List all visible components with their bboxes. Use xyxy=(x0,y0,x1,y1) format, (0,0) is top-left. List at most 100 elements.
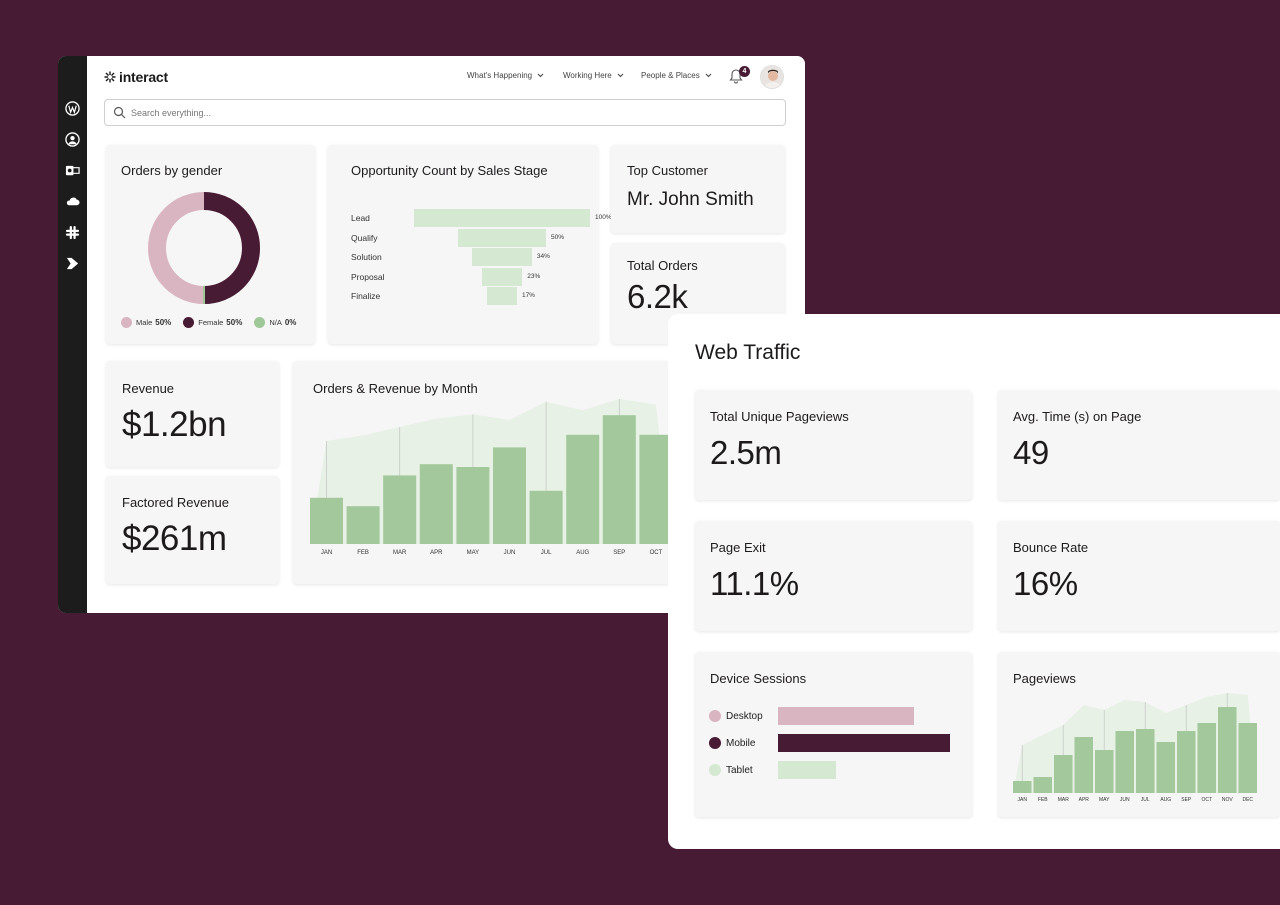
revenue-area xyxy=(1013,693,1257,793)
bounce-rate-card: Bounce Rate 16% xyxy=(998,521,1280,631)
sales-stage-card: Opportunity Count by Sales Stage Lead 100… xyxy=(328,145,612,344)
device-dot xyxy=(709,737,721,749)
card-title: Top Customer xyxy=(627,163,708,178)
funnel-value-label: 100% xyxy=(595,214,612,221)
device-bar xyxy=(778,734,950,752)
device-label: Tablet xyxy=(726,764,753,776)
axis-label: DEC xyxy=(1242,797,1253,803)
device-dot xyxy=(709,764,721,776)
chart-bar xyxy=(639,434,673,544)
axis-label: JUL xyxy=(1141,797,1150,803)
nav-label: Working Here xyxy=(563,71,612,80)
legend-label: Male xyxy=(136,318,153,327)
funnel-row: Finalize 17% xyxy=(328,287,598,305)
axis-label: JUN xyxy=(1120,797,1130,803)
chart-bar xyxy=(1095,750,1114,793)
nav-whats-happening[interactable]: What's Happening xyxy=(467,71,544,80)
device-legend-item: Tablet xyxy=(709,761,753,779)
funnel-bar xyxy=(487,287,517,305)
play-icon[interactable] xyxy=(65,256,80,271)
chart-bar xyxy=(456,467,490,544)
chart-bar xyxy=(1054,755,1073,793)
legend-value: 0% xyxy=(284,318,297,327)
funnel-stage-label: Qualify xyxy=(351,232,378,243)
top-customer-name: Mr. John Smith xyxy=(627,189,754,210)
outlook-icon[interactable] xyxy=(65,163,80,178)
axis-label: JUN xyxy=(504,550,516,556)
chart-bar xyxy=(1197,723,1216,793)
axis-label: NOV xyxy=(1222,797,1234,803)
revenue-value: $1.2bn xyxy=(122,405,227,444)
bell-icon[interactable] xyxy=(729,68,743,84)
axis-label: JAN xyxy=(1018,797,1028,803)
search-input[interactable]: Search everything... xyxy=(104,99,786,126)
total-unique-pageviews-card: Total Unique Pageviews 2.5m xyxy=(695,390,972,500)
nav-label: People & Places xyxy=(641,71,700,80)
profile-icon[interactable] xyxy=(65,132,80,147)
chevron-down-icon xyxy=(617,73,624,78)
chevron-down-icon xyxy=(537,73,544,78)
orders-by-gender-card: Orders by gender Male 50% Female 50% N/A… xyxy=(106,145,315,344)
gender-legend: Male 50% Female 50% N/A 0% xyxy=(121,317,308,328)
page-exit-card: Page Exit 11.1% xyxy=(695,521,972,631)
device-dot xyxy=(709,710,721,722)
funnel-row: Solution 34% xyxy=(328,248,598,266)
legend-dot-male xyxy=(121,317,132,328)
workplace-icon[interactable] xyxy=(65,101,80,116)
nav-working-here[interactable]: Working Here xyxy=(563,71,624,80)
funnel-bar xyxy=(414,209,590,227)
avatar[interactable] xyxy=(760,65,784,89)
device-sessions-card: Device Sessions Desktop Mobile Tablet xyxy=(695,652,972,817)
chart-bar xyxy=(493,447,526,544)
chart-bar xyxy=(346,506,380,544)
top-customer-card: Top Customer Mr. John Smith xyxy=(611,145,785,233)
axis-label: SEP xyxy=(613,550,625,556)
device-bar xyxy=(778,761,837,779)
device-label: Desktop xyxy=(726,710,763,722)
chart-bar xyxy=(383,475,417,544)
chevron-down-icon xyxy=(705,73,712,78)
orders-revenue-chart: JAN FEB MAR APR MAY JUN JUL AUG SEP OCT xyxy=(310,399,673,556)
device-legend-item: Mobile xyxy=(709,734,755,752)
legend-value: 50% xyxy=(226,318,243,327)
funnel-value-label: 17% xyxy=(521,292,535,299)
card-title: Bounce Rate xyxy=(1013,540,1089,555)
chart-bar xyxy=(1177,731,1196,793)
funnel-value-label: 23% xyxy=(527,272,541,280)
card-title: Page Exit xyxy=(710,540,766,555)
card-title: Factored Revenue xyxy=(122,495,229,510)
app-name: interact xyxy=(119,69,168,85)
axis-label: MAR xyxy=(393,550,407,556)
legend-dot-na xyxy=(254,317,266,328)
device-label: Mobile xyxy=(726,737,756,749)
card-title: Total Unique Pageviews xyxy=(710,409,849,424)
interact-logo[interactable]: interact xyxy=(104,69,168,85)
funnel-bar xyxy=(458,228,546,247)
funnel-bar xyxy=(481,267,523,286)
card-title: Pageviews xyxy=(1013,671,1076,686)
funnel-value-label: 34% xyxy=(536,253,550,260)
axis-label: OCT xyxy=(1201,797,1212,803)
revenue-card: Revenue $1.2bn xyxy=(106,361,279,467)
cloud-icon[interactable] xyxy=(65,194,80,209)
top-bar: interact What's Happening Working Here P… xyxy=(87,56,805,98)
chart-bar xyxy=(419,464,453,544)
legend-label: N/A xyxy=(269,318,282,327)
card-title: Avg. Time (s) on Page xyxy=(1013,409,1142,424)
factored-revenue-card: Factored Revenue $261m xyxy=(106,476,279,584)
funnel-bar xyxy=(472,248,532,266)
nav-label: What's Happening xyxy=(467,71,533,80)
legend-label: Female xyxy=(198,318,224,327)
funnel-stage-label: Finalize xyxy=(351,291,381,301)
slack-icon[interactable] xyxy=(65,225,80,240)
funnel-row: Proposal 23% xyxy=(328,267,598,286)
donut-chart xyxy=(148,192,260,304)
avg-time-value: 49 xyxy=(1013,434,1049,471)
legend-value: 50% xyxy=(155,318,172,327)
device-bar xyxy=(778,707,914,725)
nav-people-places[interactable]: People & Places xyxy=(641,71,712,80)
chart-bar xyxy=(1074,737,1093,793)
user-avatar-icon xyxy=(761,66,783,88)
chart-bar xyxy=(1033,777,1052,793)
chart-bar xyxy=(310,497,343,544)
